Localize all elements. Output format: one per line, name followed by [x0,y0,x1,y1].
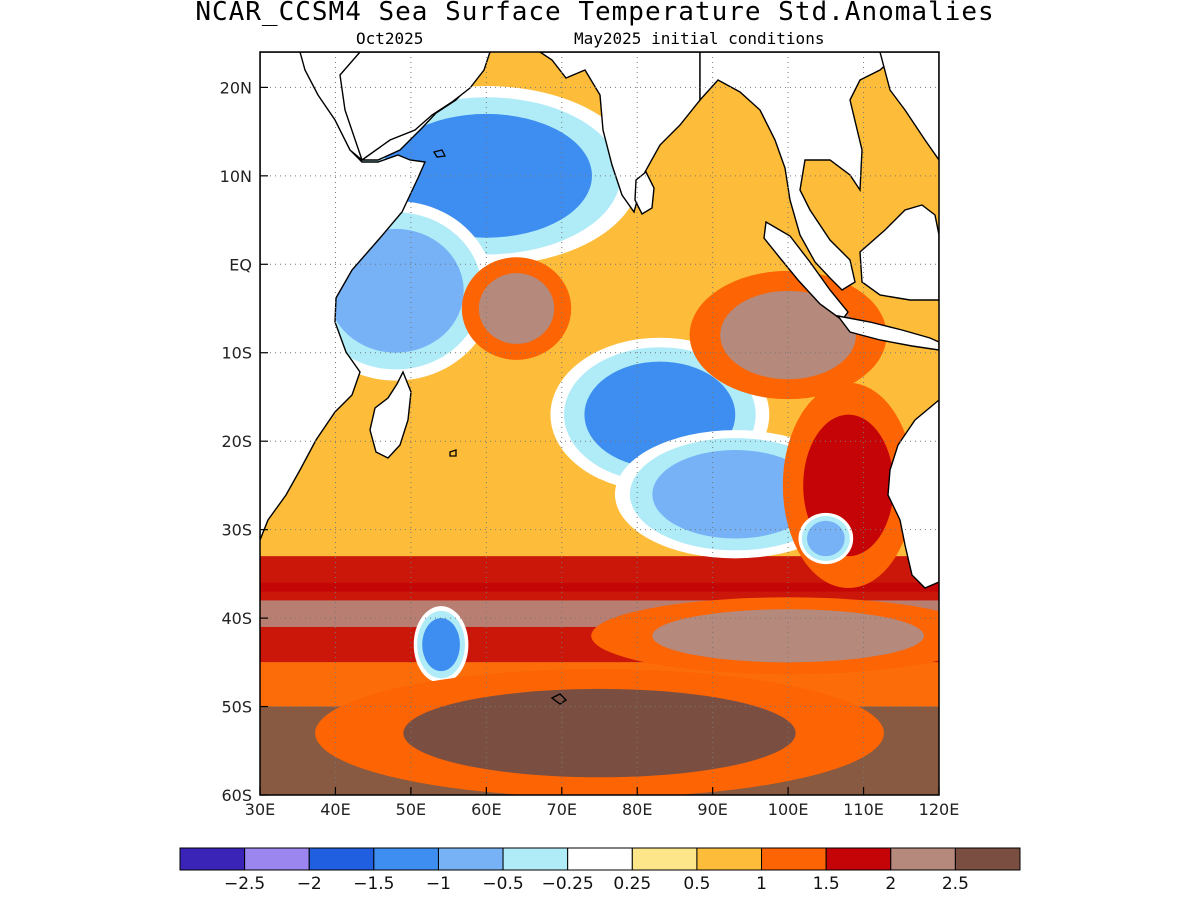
lon-tick-label: 40E [320,800,350,819]
colorbar-label: 1.5 [813,874,840,894]
colorbar-label: 1 [756,874,767,894]
lon-tick-label: 70E [547,800,577,819]
borneo-landmass [859,204,939,301]
land-masses [260,52,939,705]
lon-tick-label: 100E [768,800,809,819]
anomaly-contour [403,688,796,778]
colorbar-swatch [179,847,246,871]
arabia-landmass [339,52,491,162]
colorbar-label: −0.5 [482,874,523,894]
initial-conditions-label: May2025 initial conditions [574,29,825,48]
colorbar-swatch [502,847,569,871]
anomaly-contour [422,618,460,672]
lat-tick-label: 30S [221,521,252,540]
anomaly-contour [327,228,464,353]
colorbar-label: 0.25 [613,874,651,894]
plot-frame [259,51,940,796]
kerguelen-island [550,693,568,705]
lon-tick-label: 120E [919,800,960,819]
anomaly-contour [652,609,924,663]
anomaly-contour [380,113,592,238]
lon-tick-label: 30E [245,800,275,819]
colorbar-label: −2 [297,874,322,894]
lat-tick-label: 40S [221,609,252,628]
lat-tick-label: 50S [221,698,252,717]
gridlines [260,52,939,795]
anomaly-contour [478,273,555,344]
socotra-island [432,149,446,158]
lat-tick-label: 20N [220,78,252,97]
lat-tick-label: 10N [220,167,252,186]
sri-lanka-landmass [634,170,655,215]
colorbar-label: 2 [885,874,896,894]
southeast-asia-landmass [699,52,902,291]
colorbar-swatch [244,847,310,871]
map-title: NCAR_CCSM4 Sea Surface Temperature Std.A… [195,0,995,27]
colorbar-swatch [567,847,633,871]
colorbar-swatch [890,847,956,871]
colorbar: −2.5 −2 −1.5 −1 −0.5 −0.25 0.25 0.5 1 1.5 2 2.5 [179,847,1021,894]
anomaly-contour [806,520,845,557]
colorbar-label: −2.5 [224,874,265,894]
colorbar-label: 2.5 [942,874,969,894]
indochina-coast [879,52,939,162]
lon-tick-label: 60E [471,800,501,819]
java-landmass [836,314,939,351]
madagascar-landmass [369,370,412,459]
anomaly-contour [652,450,819,539]
mauritius-island [449,449,457,457]
valid-month-label: Oct2025 [356,29,424,48]
lon-tick-label: 90E [697,800,727,819]
colorbar-swatch [308,847,375,871]
lat-tick-label: EQ [229,255,252,274]
australia-landmass [887,399,939,589]
colorbar-label: −1 [426,874,451,894]
colorbar-swatch [437,847,504,871]
lat-tick-label: 60S [221,786,252,805]
lon-tick-label: 110E [843,800,884,819]
lat-tick-label: 20S [221,432,252,451]
colorbar-swatch [825,847,892,871]
colorbar-swatch [373,847,439,871]
lon-tick-label: 80E [622,800,652,819]
colorbar-swatch [761,847,827,871]
colorbar-label: −0.25 [542,874,594,894]
lon-tick-label: 50E [396,800,426,819]
axis-ticks: 30E 40E 50E 60E 70E 80E 90E 100E 110E 120E 20N 10N E… [220,78,960,819]
anomaly-contour [720,290,857,380]
colorbar-label: −1.5 [353,874,394,894]
colorbar-swatch [954,847,1021,871]
colorbar-swatch [696,847,763,871]
colorbar-label: 0.5 [683,874,710,894]
colorbar-swatch [631,847,698,871]
lat-tick-label: 10S [221,344,252,363]
india-landmass [538,52,701,214]
